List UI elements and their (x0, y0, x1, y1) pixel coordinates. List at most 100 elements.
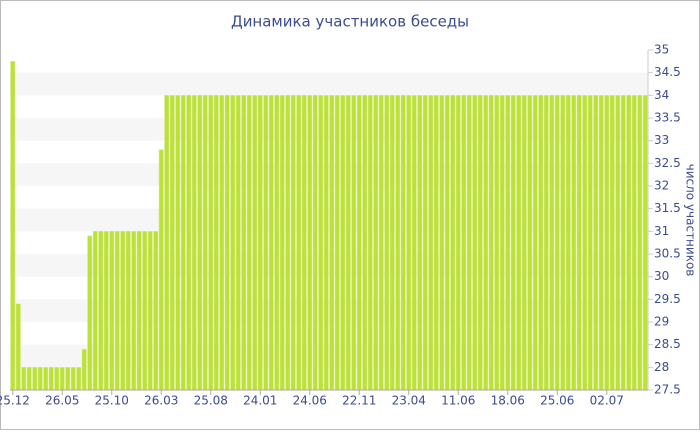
bar (340, 95, 346, 391)
bar (483, 95, 489, 391)
bar (26, 367, 32, 391)
bar (98, 231, 104, 391)
bar (400, 95, 406, 391)
bar (604, 95, 610, 391)
bar (626, 95, 632, 391)
x-tick-label: 25.06 (540, 394, 574, 408)
bar (43, 367, 49, 391)
bar (571, 95, 577, 391)
grid-stripe (10, 299, 648, 322)
bar (560, 95, 566, 391)
bar (620, 95, 626, 391)
bar (285, 95, 291, 391)
bar (81, 348, 87, 391)
grid-stripe (10, 344, 648, 368)
y-tick-label: 35 (654, 43, 669, 57)
bar (307, 95, 313, 391)
bar (103, 231, 109, 391)
x-tick-label: 25.08 (194, 394, 228, 408)
bar (389, 95, 395, 391)
bar (433, 95, 439, 391)
bar (230, 95, 236, 391)
bar (549, 95, 555, 391)
y-tick-label: 33 (654, 133, 669, 147)
bar (296, 95, 302, 391)
bar (290, 95, 296, 391)
bar (180, 95, 186, 391)
bar (158, 149, 164, 391)
bar (472, 95, 478, 391)
bar (153, 231, 159, 391)
bar (538, 95, 544, 391)
bar (499, 95, 505, 391)
bar (378, 95, 384, 391)
bar (345, 95, 351, 391)
bar (494, 95, 500, 391)
y-tick-label: 29 (654, 315, 669, 329)
bar (175, 95, 181, 391)
bar (527, 95, 533, 391)
bar (576, 95, 582, 391)
bar (637, 95, 643, 391)
bar (48, 367, 54, 391)
bar (516, 95, 522, 391)
bar (120, 231, 126, 391)
bar (257, 95, 263, 391)
bar (510, 95, 516, 391)
bar (246, 95, 252, 391)
bar (114, 231, 120, 391)
bar (521, 95, 527, 391)
x-tick-label: 25.12 (0, 394, 30, 408)
y-tick-label: 30 (654, 269, 669, 283)
bar (406, 95, 412, 391)
bar (450, 95, 456, 391)
bar (329, 95, 335, 391)
bar (461, 95, 467, 391)
bar (142, 231, 148, 391)
bar (279, 95, 285, 391)
bar (334, 95, 340, 391)
bar (147, 231, 153, 391)
y-tick-label: 31 (654, 224, 669, 238)
bar (224, 95, 230, 391)
bar (593, 95, 599, 391)
y-tick-label: 28 (654, 360, 669, 374)
bar (235, 95, 241, 391)
x-tick-label: 26.03 (144, 394, 178, 408)
bar (312, 95, 318, 391)
y-tick-label: 34.5 (654, 65, 681, 79)
bar (54, 367, 60, 391)
y-tick-label: 32.5 (654, 156, 681, 170)
y-tick-label: 28.5 (654, 337, 681, 351)
bar (356, 95, 362, 391)
chart-title: Динамика участников беседы (231, 13, 469, 31)
bar (191, 95, 197, 391)
bar (367, 95, 373, 391)
y-tick-label: 32 (654, 179, 669, 193)
bar (164, 95, 170, 391)
bar (323, 95, 329, 391)
bar (422, 95, 428, 391)
bar (15, 303, 21, 391)
bar (37, 367, 43, 391)
x-tick-label: 23.04 (392, 394, 426, 408)
bar (136, 231, 142, 391)
bar (411, 95, 417, 391)
bar (268, 95, 274, 391)
bar (642, 95, 648, 391)
bar (417, 95, 423, 391)
bar (70, 367, 76, 391)
x-tick-label: 18.06 (491, 394, 525, 408)
bar (202, 95, 208, 391)
bar (10, 61, 16, 391)
x-tick-label: 22.11 (342, 394, 376, 408)
bar (384, 95, 390, 391)
bar (582, 95, 588, 391)
grid-stripe (10, 208, 648, 232)
bar (488, 95, 494, 391)
x-tick-label: 24.06 (293, 394, 327, 408)
bar (351, 95, 357, 391)
bar (131, 231, 137, 391)
bar (598, 95, 604, 391)
bar (609, 95, 615, 391)
